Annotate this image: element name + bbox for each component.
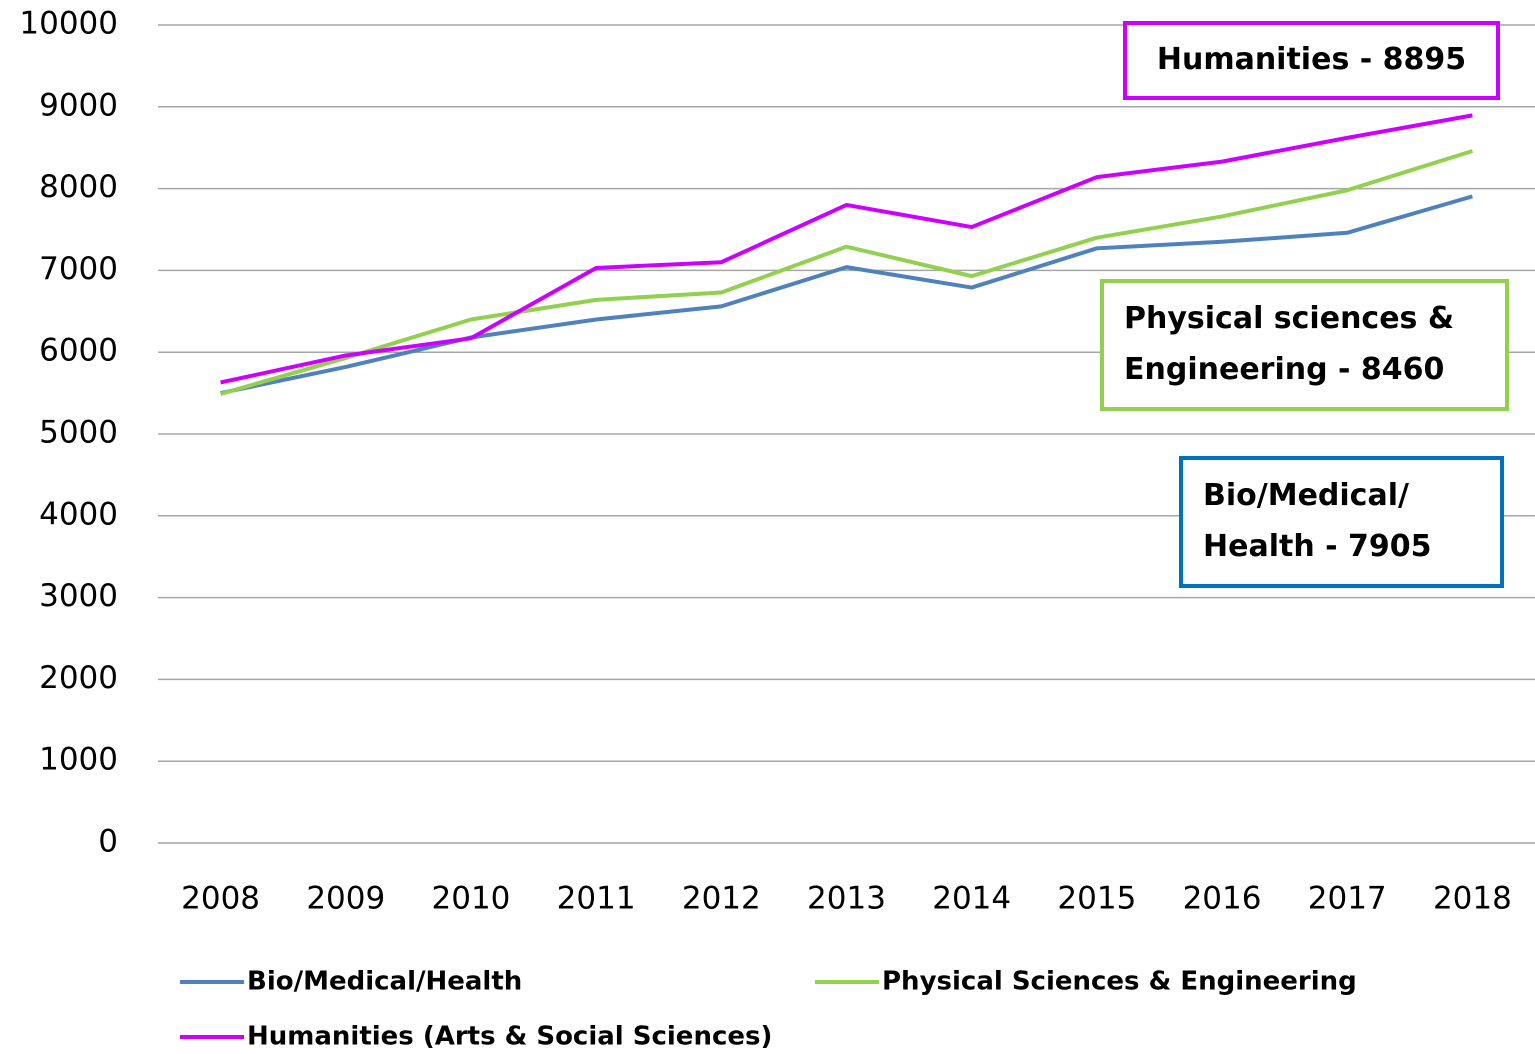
y-tick-label: 10000	[19, 6, 118, 42]
x-tick-label: 2017	[1308, 881, 1387, 917]
x-tick-label: 2008	[181, 881, 260, 917]
y-tick-label: 0	[98, 824, 118, 860]
x-tick-label: 2018	[1433, 881, 1512, 917]
annotation-text: Engineering - 8460	[1124, 352, 1444, 387]
x-tick-label: 2013	[807, 881, 886, 917]
annotation-text: Physical sciences &	[1124, 301, 1454, 336]
y-tick-label: 8000	[39, 169, 118, 205]
x-tick-label: 2012	[682, 881, 761, 917]
y-tick-label: 1000	[39, 742, 118, 778]
y-tick-label: 4000	[39, 496, 118, 532]
annotation-text: Health - 7905	[1203, 529, 1432, 564]
legend-label: Bio/Medical/Health	[247, 967, 522, 997]
y-tick-label: 7000	[39, 251, 118, 287]
x-tick-label: 2015	[1057, 881, 1136, 917]
annotation-box	[1123, 21, 1500, 100]
annotation-text: Bio/Medical/	[1203, 478, 1409, 513]
x-tick-label: 2014	[932, 881, 1011, 917]
x-tick-label: 2011	[557, 881, 636, 917]
y-tick-label: 5000	[39, 415, 118, 451]
legend-label: Humanities (Arts & Social Sciences)	[247, 1022, 772, 1052]
legend-label: Physical Sciences & Engineering	[882, 967, 1357, 997]
annotation-text: Humanities - 8895	[1157, 42, 1466, 77]
series-line	[220, 194, 1473, 396]
x-tick-label: 2016	[1183, 881, 1262, 917]
annotation-box	[1179, 456, 1504, 588]
series-line	[220, 113, 1473, 385]
x-tick-label: 2009	[306, 881, 385, 917]
x-tick-label: 2010	[432, 881, 511, 917]
y-tick-label: 2000	[39, 660, 118, 696]
y-tick-label: 9000	[39, 87, 118, 123]
annotation-box	[1100, 279, 1509, 411]
series-line	[220, 149, 1474, 396]
y-tick-label: 3000	[39, 578, 118, 614]
y-tick-label: 6000	[39, 333, 118, 369]
